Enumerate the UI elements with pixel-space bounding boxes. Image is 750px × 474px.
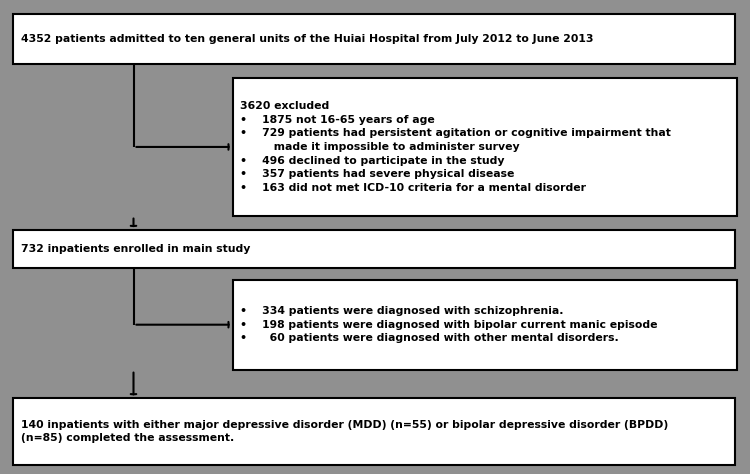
Text: 732 inpatients enrolled in main study: 732 inpatients enrolled in main study <box>21 244 250 254</box>
Text: 140 inpatients with either major depressive disorder (MDD) (n=55) or bipolar dep: 140 inpatients with either major depress… <box>21 419 668 443</box>
Text: 4352 patients admitted to ten general units of the Huiai Hospital from July 2012: 4352 patients admitted to ten general un… <box>21 34 593 44</box>
FancyBboxPatch shape <box>232 280 736 370</box>
FancyBboxPatch shape <box>232 78 736 216</box>
Text: •    334 patients were diagnosed with schizophrenia.
•    198 patients were diag: • 334 patients were diagnosed with schiz… <box>240 306 658 343</box>
FancyBboxPatch shape <box>13 398 735 465</box>
FancyBboxPatch shape <box>13 230 735 268</box>
FancyBboxPatch shape <box>13 14 735 64</box>
Text: 3620 excluded
•    1875 not 16-65 years of age
•    729 patients had persistent : 3620 excluded • 1875 not 16-65 years of … <box>240 101 670 193</box>
